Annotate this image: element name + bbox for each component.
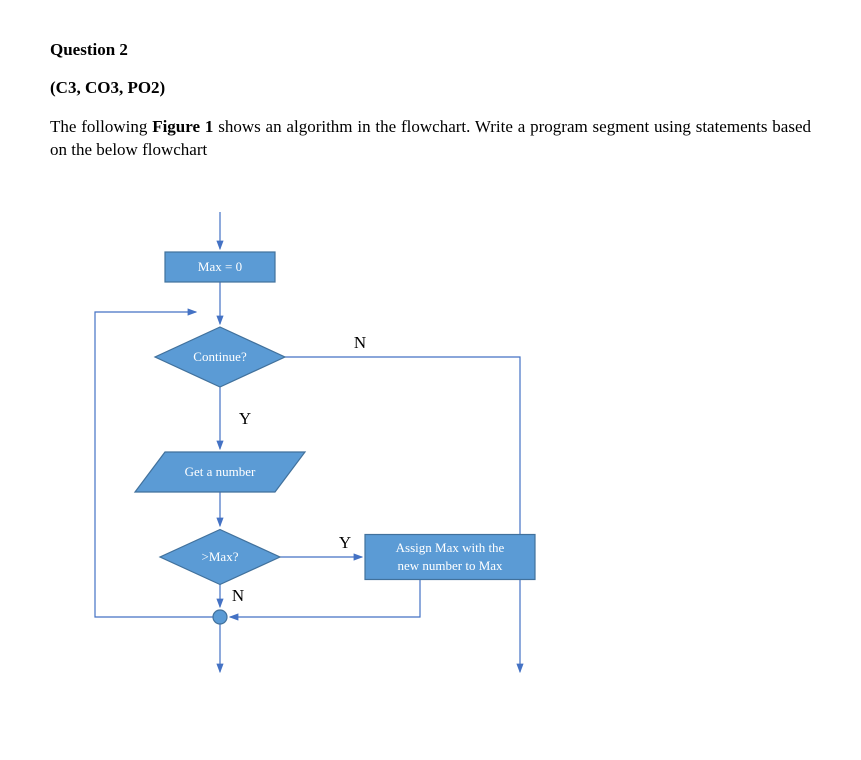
flowchart-container: Max = 0 Continue? Get a number >Max? Assign … <box>50 202 811 692</box>
edge-continue-N-exit <box>285 357 520 672</box>
flowchart-svg: Max = 0 Continue? Get a number >Max? Assign … <box>50 202 570 692</box>
svg-text:Y: Y <box>239 409 251 428</box>
question-heading: Question 2 <box>50 40 811 60</box>
body-figure-ref: Figure 1 <box>152 117 213 136</box>
svg-text:Get a number: Get a number <box>185 464 256 479</box>
svg-text:>Max?: >Max? <box>202 549 239 564</box>
svg-text:Assign Max with the: Assign Max with the <box>396 540 505 555</box>
svg-text:Max = 0: Max = 0 <box>198 259 242 274</box>
svg-text:N: N <box>232 586 244 605</box>
question-codes: (C3, CO3, PO2) <box>50 78 811 98</box>
svg-text:N: N <box>354 333 366 352</box>
svg-text:new number to Max: new number to Max <box>397 558 503 573</box>
body-prefix: The following <box>50 117 152 136</box>
edge-assign-to-junction <box>230 579 420 617</box>
svg-text:Continue?: Continue? <box>193 349 247 364</box>
question-body: The following Figure 1 shows an algorith… <box>50 116 811 162</box>
svg-text:Y: Y <box>339 533 351 552</box>
